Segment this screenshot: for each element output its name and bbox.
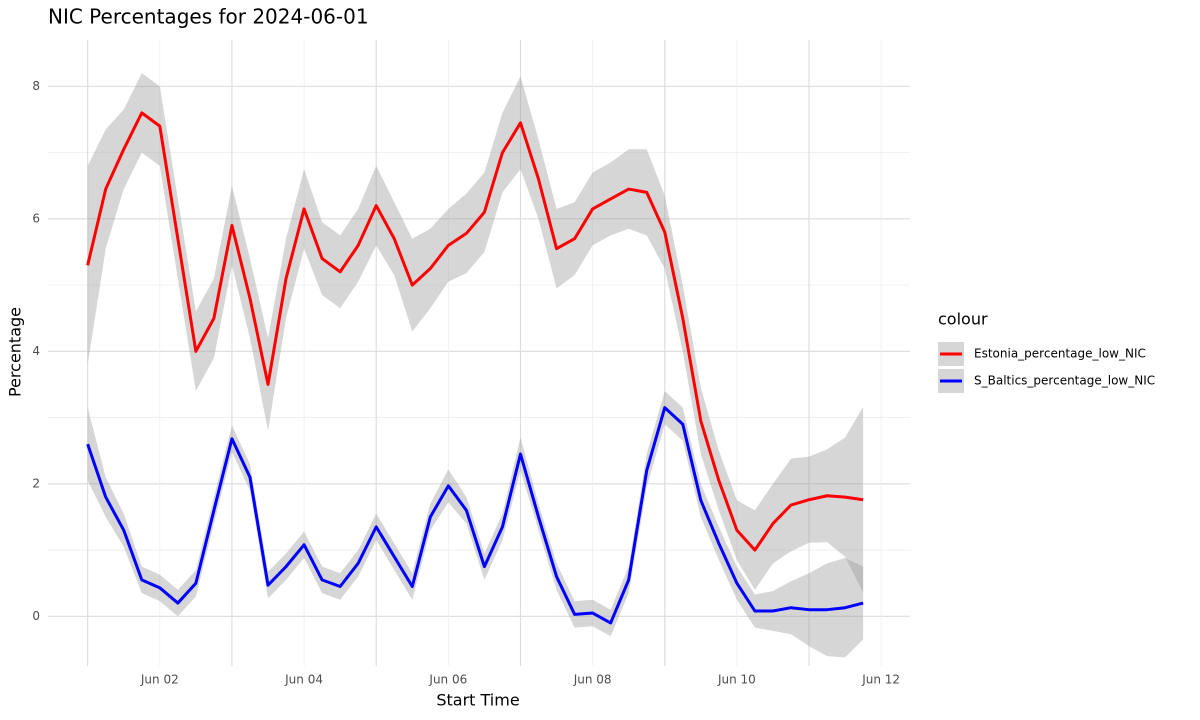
x-axis-label: Start Time	[436, 691, 519, 710]
y-axis-label: Percentage	[6, 307, 25, 397]
y-tick-label: 0	[32, 609, 40, 623]
legend-label: Estonia_percentage_low_NIC	[974, 347, 1146, 361]
series-line	[86, 111, 864, 552]
x-tick-label: Jun 10	[717, 673, 756, 687]
series-line	[86, 406, 864, 625]
y-tick-label: 8	[32, 79, 40, 93]
x-tick-label: Jun 02	[140, 673, 179, 687]
x-tick-label: Jun 06	[428, 673, 467, 687]
y-tick-label: 4	[32, 344, 40, 358]
legend-label: S_Baltics_percentage_low_NIC	[974, 374, 1155, 388]
x-tick-label: Jun 08	[573, 673, 612, 687]
x-tick-label: Jun 12	[861, 673, 900, 687]
y-tick-label: 6	[32, 211, 40, 225]
legend-title: colour	[938, 310, 988, 329]
chart-title: NIC Percentages for 2024-06-01	[48, 5, 369, 29]
confidence-band	[87, 391, 864, 658]
y-tick-label: 2	[32, 476, 40, 490]
confidence-band	[87, 73, 864, 593]
x-tick-label: Jun 04	[284, 673, 323, 687]
